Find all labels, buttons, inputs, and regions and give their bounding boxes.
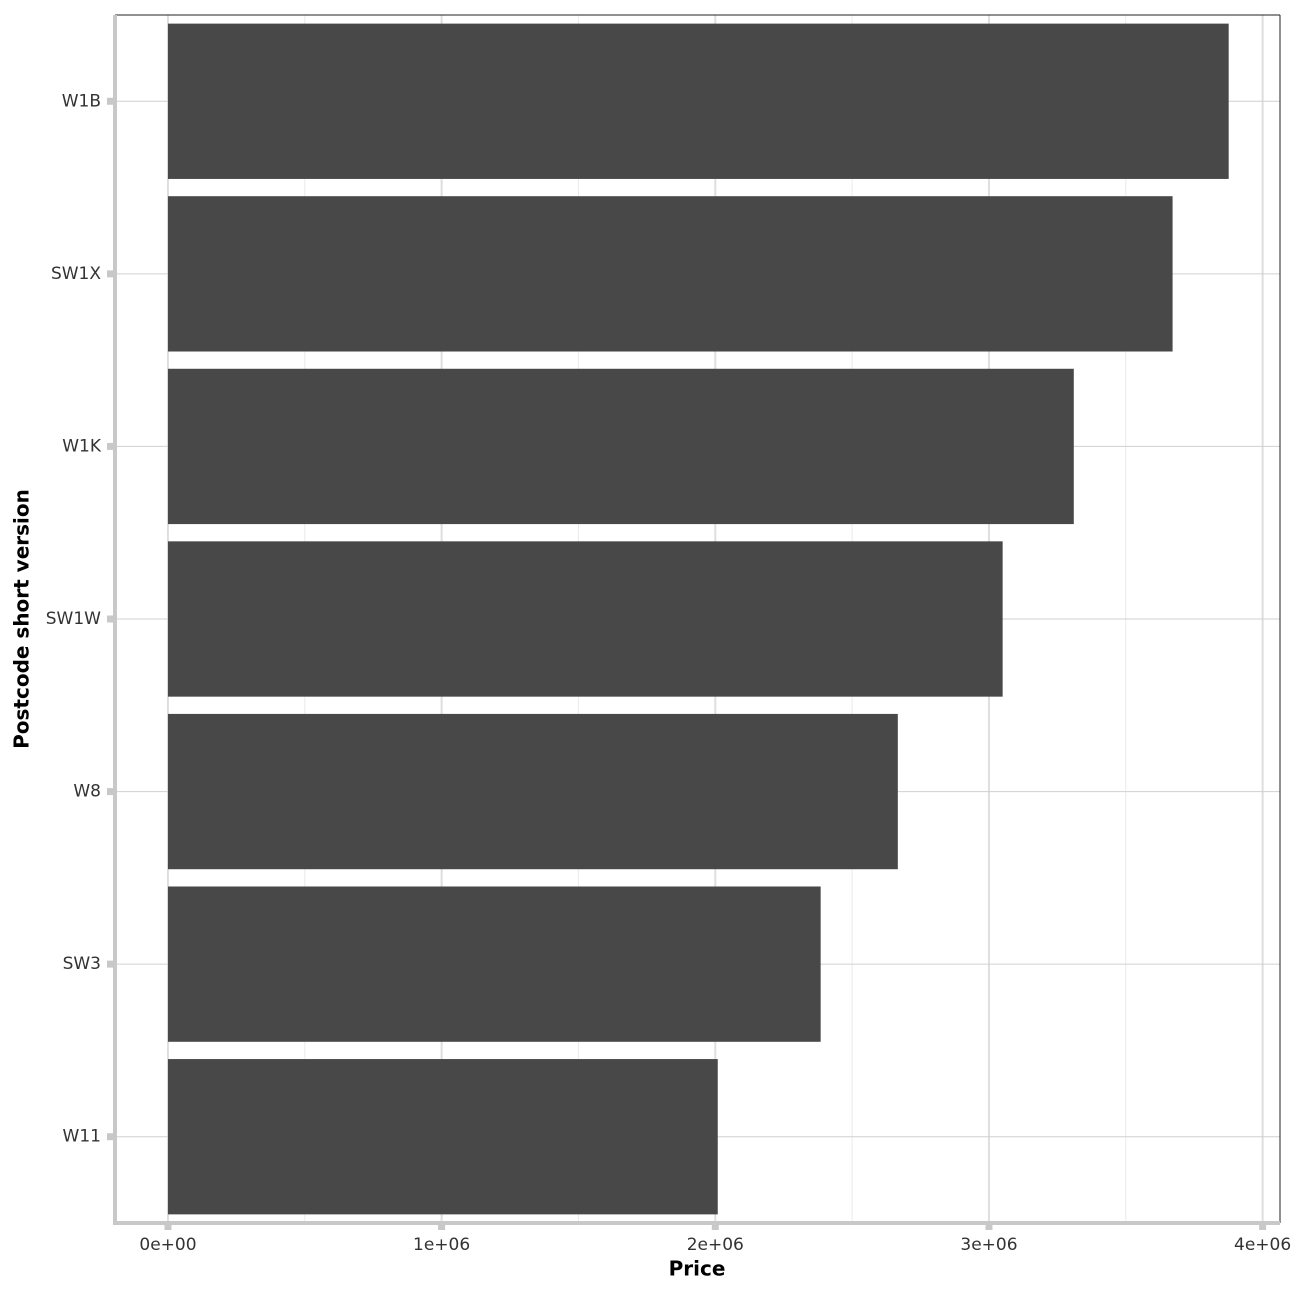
y-tick-label: SW1X [51,264,101,284]
y-tick-label: W11 [63,1127,101,1147]
bar [167,196,1173,352]
x-tick-label: 3e+06 [960,1235,1017,1255]
y-tick-label: W1K [62,436,102,456]
bar [167,541,1003,697]
y-tick-label: SW3 [63,954,101,974]
y-tick-label: SW1W [46,609,101,629]
bar [167,23,1229,179]
x-tick-label: 1e+06 [413,1235,470,1255]
x-tick-label: 4e+06 [1234,1235,1291,1255]
x-tick-label: 2e+06 [687,1235,744,1255]
y-tick-label: W1B [62,91,101,111]
bar [167,1059,718,1215]
x-axis-title: Price [669,1257,726,1281]
bar [167,713,898,870]
y-tick-label: W8 [73,782,101,802]
x-tick-label: 0e+00 [139,1235,196,1255]
bar [167,368,1074,525]
bar [167,886,821,1042]
y-axis-title: Postcode short version [10,489,34,749]
